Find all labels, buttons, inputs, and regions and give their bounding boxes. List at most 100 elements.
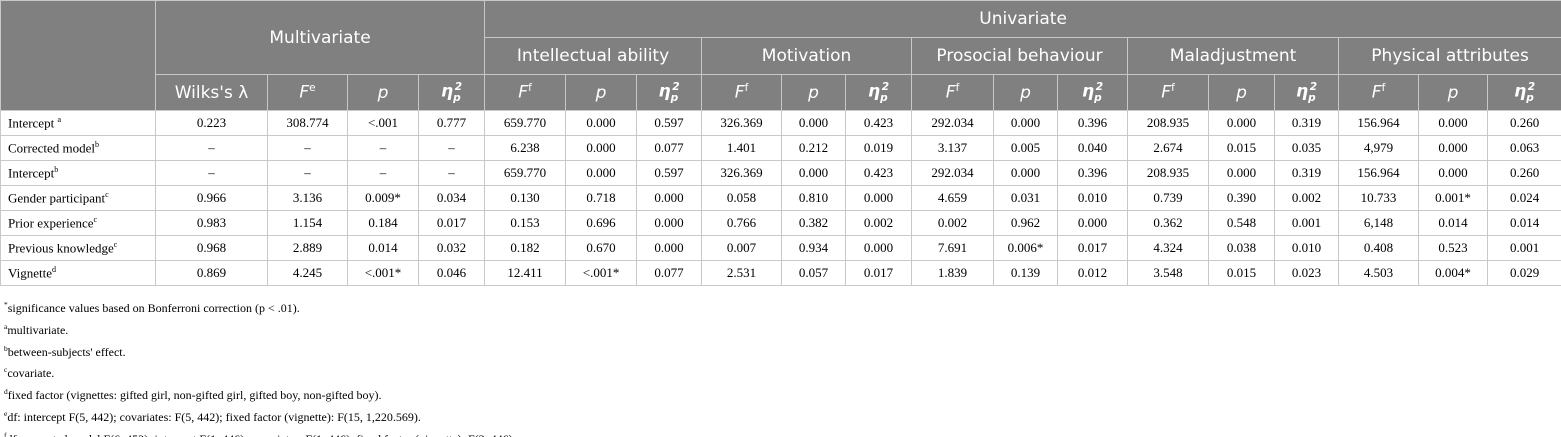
data-cell: 326.369 <box>701 160 783 186</box>
column-symbol: F <box>299 82 310 103</box>
data-cell: 0.362 <box>1127 210 1210 236</box>
data-cell: 0.000 <box>993 160 1059 186</box>
footnote-text: significance values based on Bonferroni … <box>7 301 300 315</box>
column-header: p <box>565 74 638 111</box>
data-cell: 0.423 <box>845 110 913 136</box>
data-cell: – <box>155 135 268 161</box>
data-cell: 0.548 <box>1208 210 1276 236</box>
data-cell: 0.000 <box>636 235 703 261</box>
column-header: ηp2 <box>1057 74 1129 111</box>
data-cell: 0.739 <box>1127 185 1210 211</box>
column-header: Wilks's λ <box>155 74 268 111</box>
data-cell: 0.597 <box>636 110 703 136</box>
data-cell: 0.034 <box>417 185 486 211</box>
data-cell: 208.935 <box>1127 110 1210 136</box>
column-superscript: f <box>1171 82 1175 95</box>
data-cell: – <box>267 160 348 186</box>
row-label-note: c <box>105 189 109 199</box>
multivariate-header: Multivariate <box>154 0 486 75</box>
column-header: Ff <box>1338 74 1420 111</box>
data-cell: 0.000 <box>1208 110 1276 136</box>
column-superscript: 2 <box>881 80 890 93</box>
column-subscript: p <box>1094 92 1102 105</box>
header-row: Intellectual ability Motivation Prosocial … <box>1 37 1561 75</box>
column-symbol: p <box>808 82 819 103</box>
data-cell: – <box>155 160 268 186</box>
data-cell: 0.810 <box>781 185 847 211</box>
data-cell: 0.696 <box>565 210 638 236</box>
data-row: Corrected modelb – – – –6.238 0.000 0.077 1.401… <box>0 135 1561 161</box>
data-cell: 0.869 <box>155 260 268 286</box>
data-cell: 0.934 <box>781 235 847 261</box>
footnote: edf: intercept F(5, 442); covariates: F(… <box>4 405 1561 427</box>
row-label: Previous knowledgec <box>0 235 156 261</box>
column-symbol: p <box>377 82 389 103</box>
column-symbol: η <box>1514 81 1527 102</box>
column-symbol: η <box>658 81 671 102</box>
data-cell: 1.839 <box>911 260 995 286</box>
data-row: Gender participantc 0.966 3.136 0.009* 0.034… <box>0 185 1561 211</box>
column-header: Ff <box>484 74 567 111</box>
column-symbol: F <box>734 82 745 103</box>
data-cell: 0.002 <box>845 210 913 236</box>
data-cell: – <box>417 135 486 161</box>
data-cell: 0.031 <box>993 185 1059 211</box>
data-cell: 0.396 <box>1057 160 1129 186</box>
group-header: Maladjustment <box>1127 37 1340 75</box>
data-cell: 0.001 <box>1274 210 1340 236</box>
data-row: Interceptb – – – –659.770 0.000 0.597 326.369 0.… <box>0 160 1561 186</box>
group-header: Physical attributes <box>1338 37 1561 75</box>
data-cell: 0.017 <box>1057 235 1129 261</box>
data-cell: 0.319 <box>1274 160 1340 186</box>
data-cell: 208.935 <box>1127 160 1210 186</box>
data-cell: 0.000 <box>565 160 638 186</box>
data-cell: 0.017 <box>417 210 486 236</box>
column-symbol: η <box>441 81 454 102</box>
column-header: Ff <box>911 74 995 111</box>
column-subscript: p <box>1526 92 1534 105</box>
row-label: Prior experiencec <box>0 210 156 236</box>
data-cell: 0.382 <box>781 210 847 236</box>
data-cell: 0.029 <box>1487 260 1561 286</box>
row-label-note: d <box>51 264 57 274</box>
column-header: p <box>781 74 847 111</box>
data-cell: 0.035 <box>1274 135 1340 161</box>
data-cell: 0.000 <box>636 185 703 211</box>
header-row: Wilks's λ Fe p ηp2 Ff p ηp2 Ff p ηp2 Ff p ηp2 Ff p ηp2 F… <box>1 74 1561 111</box>
column-symbol: F <box>1161 82 1172 103</box>
data-cell: 2.674 <box>1127 135 1210 161</box>
data-cell: 0.319 <box>1274 110 1340 136</box>
data-cell: 0.597 <box>636 160 703 186</box>
footnote: amultivariate. <box>4 318 1561 340</box>
data-cell: 0.015 <box>1208 260 1276 286</box>
data-cell: – <box>347 160 419 186</box>
data-cell: 0.010 <box>1274 235 1340 261</box>
data-cell: 0.015 <box>1208 135 1276 161</box>
row-label-note: b <box>95 139 100 149</box>
data-cell: 1.401 <box>701 135 783 161</box>
data-cell: 0.004* <box>1418 260 1489 286</box>
footnote-mark: * <box>4 300 8 309</box>
data-cell: 0.000 <box>781 110 847 136</box>
data-cell: 326.369 <box>701 110 783 136</box>
data-cell: 4,979 <box>1338 135 1420 161</box>
row-label-text: Vignette <box>8 265 52 281</box>
group-header: Intellectual ability <box>484 37 703 75</box>
data-cell: 6,148 <box>1338 210 1420 236</box>
column-symbol: p <box>1020 82 1031 103</box>
data-row: Intercept a 0.223 308.774 <.001 0.777 659.770… <box>0 110 1561 136</box>
row-label-text: Intercept <box>8 115 58 131</box>
footnote-mark: e <box>4 408 8 418</box>
data-cell: 0.000 <box>1208 160 1276 186</box>
column-symbol: F <box>1371 82 1382 103</box>
data-cell: 156.964 <box>1338 160 1420 186</box>
data-cell: 0.423 <box>845 160 913 186</box>
row-label: Intercept a <box>0 110 156 136</box>
data-cell: 0.000 <box>845 185 913 211</box>
footnote: dfixed factor (vignettes: gifted girl, n… <box>4 383 1561 405</box>
data-cell: 0.523 <box>1418 235 1489 261</box>
data-cell: 0.014 <box>1487 210 1561 236</box>
column-symbol: p <box>1236 82 1247 103</box>
data-cell: 0.153 <box>484 210 567 236</box>
data-cell: 4.503 <box>1338 260 1420 286</box>
